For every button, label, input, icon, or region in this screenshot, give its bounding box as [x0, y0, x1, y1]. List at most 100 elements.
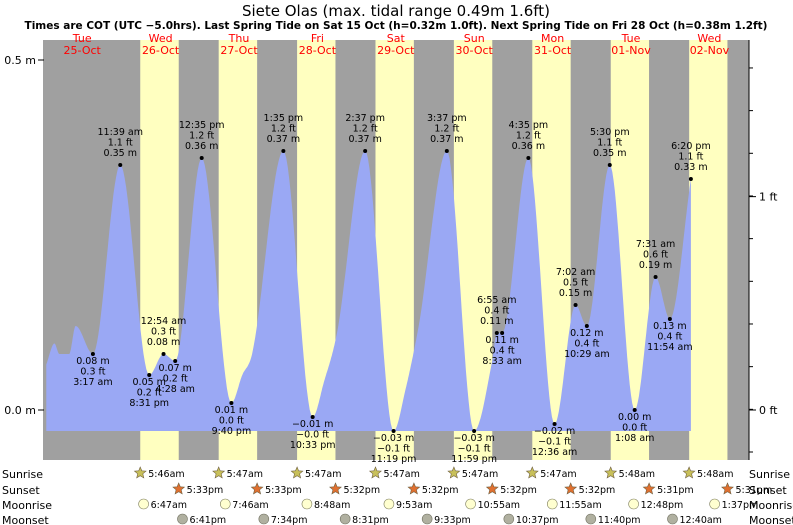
axes: 0.5 m 0.0 m 1 ft 0 ft — [4, 40, 778, 460]
moonset-icon — [177, 513, 188, 525]
moonrise-icon — [546, 498, 558, 510]
moonrise-icon — [383, 498, 395, 510]
sunrise-time: 5:46am — [148, 469, 184, 480]
chart-subtitle: Times are COT (UTC −5.0hrs). Last Spring… — [25, 20, 768, 32]
row-label-right: Moonset — [749, 514, 793, 525]
moonrise-time: 6:47am — [151, 500, 187, 511]
extreme-label: 0.6 ft — [643, 250, 668, 261]
extreme-marker — [161, 352, 166, 356]
extreme-label: 0.0 ft — [622, 423, 647, 434]
extreme-marker — [573, 303, 578, 307]
day-date: 27-Oct — [220, 44, 258, 57]
extreme-label: 0.15 m — [559, 288, 592, 299]
extreme-label: 0.0 ft — [219, 416, 244, 427]
moonrise-time: 9:53am — [396, 500, 432, 511]
extreme-label: 0.37 m — [267, 134, 300, 145]
extreme-label: 2:37 pm — [345, 113, 385, 124]
date-headers: Tue25-OctWed26-OctThu27-OctFri28-OctSat2… — [64, 32, 730, 57]
sunset-time: 5:31pm — [657, 485, 694, 496]
star-icon — [212, 466, 226, 479]
day-of-week: Sat — [387, 32, 406, 45]
day-of-week: Tue — [72, 32, 92, 45]
day-date: 02-Nov — [690, 44, 730, 57]
daylight-band — [689, 40, 728, 460]
extreme-label: 1.2 ft — [353, 124, 378, 135]
extreme-label: 1.2 ft — [434, 124, 459, 135]
extreme-label: 0.4 ft — [657, 332, 682, 343]
sunrise-time: 5:47am — [383, 469, 419, 480]
sunset-time: 5:32pm — [579, 485, 616, 496]
extreme-label: 0.5 ft — [563, 278, 588, 289]
day-of-week: Tue — [621, 32, 641, 45]
extreme-label: 0.3 ft — [151, 327, 176, 338]
moonset-time: 12:40am — [679, 515, 721, 525]
extreme-label: 4:35 pm — [509, 120, 549, 131]
day-of-week: Fri — [311, 32, 324, 45]
star-icon — [407, 482, 421, 495]
extreme-label: 5:30 pm — [590, 127, 630, 138]
extreme-label: 11:59 pm — [451, 454, 497, 465]
extreme-label: 3:17 am — [73, 377, 112, 388]
extreme-label: 0.33 m — [674, 162, 707, 173]
day-date: 26-Oct — [142, 44, 180, 57]
extreme-label: 0.35 m — [104, 148, 137, 159]
sunrise-time: 5:47am — [227, 469, 263, 480]
moonset-time: 10:37pm — [516, 515, 559, 525]
extreme-marker — [118, 163, 123, 167]
star-icon — [447, 466, 461, 479]
extreme-label: 0.19 m — [639, 260, 672, 271]
day-date: 31-Oct — [534, 44, 572, 57]
extreme-label: 0.13 m — [653, 321, 686, 332]
extreme-marker — [199, 156, 204, 160]
moonrise-time: 7:46am — [232, 500, 268, 511]
day-of-week: Thu — [228, 32, 250, 45]
extreme-label: 1.1 ft — [678, 152, 703, 163]
moonrise-icon — [709, 498, 720, 510]
day-date: 01-Nov — [611, 44, 651, 57]
extreme-marker — [444, 149, 449, 153]
extreme-marker — [552, 422, 557, 426]
sunrise-time: 5:47am — [462, 469, 498, 480]
extreme-label: −0.03 m — [373, 433, 414, 444]
sunset-time: 5:32pm — [343, 485, 380, 496]
moonset-time: 6:41pm — [189, 515, 226, 525]
extreme-label: 0.11 m — [485, 335, 518, 346]
day-of-week: Wed — [697, 32, 721, 45]
day-date: 28-Oct — [299, 44, 337, 57]
sunset-time: 5:32pm — [500, 485, 537, 496]
moonset-icon — [585, 513, 597, 525]
row-label-right: Sunset — [749, 484, 787, 497]
moonrise-time: 8:48am — [314, 500, 350, 511]
row-label-left: Sunrise — [2, 468, 43, 481]
extreme-marker — [653, 275, 658, 279]
extreme-marker — [584, 324, 589, 328]
extreme-label: 12:54 am — [141, 316, 186, 327]
extreme-marker — [632, 408, 637, 412]
moonrise-icon — [138, 498, 149, 510]
row-label-right: Sunrise — [749, 468, 790, 481]
extreme-marker — [472, 429, 477, 433]
extreme-label: 0.05 m — [133, 377, 166, 388]
day-of-week: Wed — [149, 32, 173, 45]
moonrise-icon — [465, 498, 476, 510]
star-icon — [250, 482, 264, 495]
star-icon — [485, 482, 499, 495]
extreme-marker — [90, 352, 95, 356]
extreme-label: −0.02 m — [534, 426, 575, 437]
extreme-marker — [391, 429, 396, 433]
extreme-label: 0.00 m — [618, 412, 651, 423]
chart-title: Siete Olas (max. tidal range 0.49m 1.6ft… — [242, 2, 550, 20]
y-tick-label-left: 0.5 m — [4, 54, 36, 67]
extreme-label: 9:40 pm — [212, 426, 252, 437]
tide-curve — [46, 151, 691, 431]
extreme-label: 7:31 am — [636, 239, 675, 250]
extreme-label: 0.11 m — [480, 316, 513, 327]
extreme-label: 0.35 m — [593, 148, 626, 159]
star-icon — [329, 482, 342, 495]
extreme-marker — [310, 415, 315, 419]
star-icon — [172, 482, 186, 495]
extreme-label: 3:37 pm — [427, 113, 467, 124]
moonrise-icon — [219, 498, 231, 510]
